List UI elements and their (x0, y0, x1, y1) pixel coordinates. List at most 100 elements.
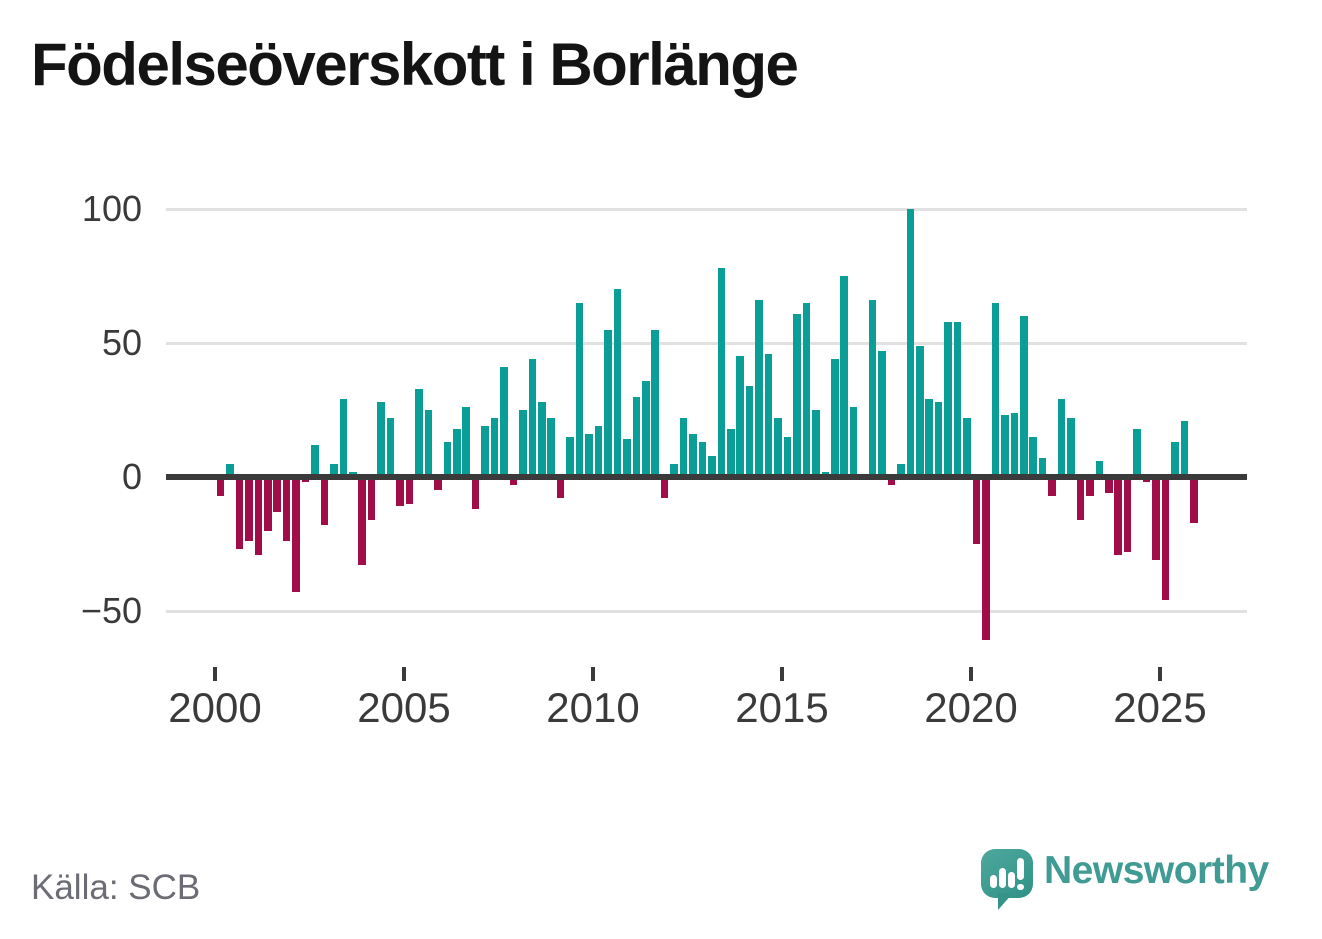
newsworthy-logo-icon (981, 849, 1033, 898)
bar-2018-Q3 (916, 345, 924, 477)
x-tick-2015 (780, 667, 784, 681)
gridline-100 (166, 207, 1247, 211)
bar-2002-Q4 (320, 477, 329, 526)
bar-2007-Q4 (509, 477, 518, 486)
bar-2001-Q2 (263, 477, 272, 531)
bar-2000-Q2 (226, 463, 234, 477)
logo-exclamation-dot-icon (1017, 884, 1024, 890)
bar-2015-Q2 (793, 313, 801, 477)
x-tick-2010 (591, 667, 595, 681)
bar-2002-Q3 (311, 444, 319, 477)
logo-exclamation-icon (1017, 858, 1024, 880)
logo-bar-icon (990, 875, 997, 888)
bar-2000-Q4 (245, 477, 253, 542)
bar-2018-Q2 (906, 209, 915, 477)
y-axis-label-0: 0 (121, 456, 142, 497)
bar-2012-Q3 (689, 434, 697, 477)
bar-2004-Q3 (386, 418, 395, 477)
x-axis-label-2010: 2010 (546, 684, 640, 731)
x-axis-label-2005: 2005 (357, 684, 451, 731)
source-note: Källa: SCB (31, 868, 201, 907)
bar-2002-Q1 (292, 477, 300, 593)
bar-2020-Q2 (982, 477, 990, 641)
bar-2013-Q4 (736, 356, 745, 477)
bar-2014-Q2 (755, 300, 763, 477)
bar-2015-Q4 (812, 410, 820, 477)
x-axis-label-2015: 2015 (735, 684, 829, 731)
y-axis-label--50: −50 (80, 590, 142, 631)
bar-2012-Q4 (698, 442, 707, 477)
bar-2017-Q3 (878, 351, 886, 477)
bar-2015-Q3 (802, 302, 811, 477)
bar-2012-Q1 (670, 463, 678, 477)
bar-2004-Q1 (367, 477, 376, 520)
bar-2015-Q1 (783, 436, 792, 477)
bar-2013-Q2 (717, 267, 726, 477)
bar-2025-Q2 (1171, 442, 1179, 477)
x-axis-label-2020: 2020 (924, 684, 1018, 731)
gridline-50 (166, 341, 1247, 345)
bar-2010-Q2 (604, 329, 612, 477)
bar-2006-Q1 (443, 442, 452, 477)
bar-2016-Q3 (840, 276, 848, 477)
bar-2016-Q4 (849, 407, 858, 477)
bar-2016-Q2 (830, 359, 839, 477)
bar-2013-Q3 (727, 428, 735, 477)
bar-2023-Q1 (1086, 477, 1094, 496)
bar-2025-Q4 (1190, 477, 1198, 523)
bar-2000-Q1 (216, 477, 225, 496)
bar-2007-Q3 (500, 367, 508, 477)
bar-2010-Q3 (613, 289, 622, 477)
bar-2012-Q2 (679, 418, 688, 477)
bar-2018-Q1 (897, 463, 905, 477)
bar-2011-Q2 (641, 380, 650, 477)
logo-bar-icon (1008, 872, 1015, 888)
bar-2022-Q1 (1048, 477, 1056, 496)
bar-2020-Q3 (991, 302, 1000, 477)
bar-2009-Q3 (575, 302, 584, 477)
bar-2020-Q1 (972, 477, 981, 544)
bar-2023-Q3 (1105, 477, 1113, 494)
bar-2003-Q1 (330, 463, 338, 477)
x-tick-2020 (969, 667, 973, 681)
bar-2014-Q4 (774, 418, 782, 477)
x-tick-2025 (1158, 667, 1162, 681)
y-axis-label-100: 100 (81, 188, 142, 229)
bar-2013-Q1 (708, 455, 716, 477)
bar-2005-Q1 (405, 477, 414, 504)
bar-2006-Q4 (471, 477, 480, 510)
bar-2005-Q2 (415, 388, 423, 477)
bar-2011-Q3 (651, 329, 659, 477)
logo-bar-icon (999, 868, 1006, 888)
bar-2007-Q2 (490, 418, 499, 477)
zero-axis-line (166, 474, 1247, 480)
x-axis-label-2000: 2000 (168, 684, 262, 731)
bar-2005-Q4 (434, 477, 442, 491)
bar-2003-Q4 (358, 477, 367, 566)
bar-2019-Q4 (963, 418, 971, 477)
bar-2006-Q2 (452, 428, 461, 477)
bar-2024-Q2 (1133, 428, 1141, 477)
bar-2019-Q1 (934, 401, 943, 477)
bar-2007-Q1 (481, 426, 489, 477)
bar-2010-Q1 (594, 426, 603, 477)
bar-2001-Q4 (282, 477, 291, 542)
bar-2010-Q4 (623, 439, 631, 477)
bar-2009-Q1 (556, 477, 565, 499)
bar-2005-Q3 (424, 410, 433, 477)
chart-title: Födelseöverskott i Borlänge (31, 31, 799, 98)
bar-2021-Q1 (1010, 412, 1019, 477)
bar-2014-Q3 (764, 353, 773, 477)
bar-2003-Q2 (339, 399, 348, 477)
bar-2019-Q3 (953, 321, 962, 477)
y-axis-label-50: 50 (101, 322, 142, 363)
bar-2021-Q2 (1019, 316, 1028, 477)
gridline--50 (166, 609, 1247, 613)
bar-2004-Q4 (396, 477, 404, 507)
brand-wordmark: Newsworthy (1044, 849, 1269, 892)
bar-2021-Q4 (1038, 458, 1047, 477)
bar-2008-Q4 (547, 418, 556, 477)
bar-2008-Q3 (538, 401, 546, 477)
